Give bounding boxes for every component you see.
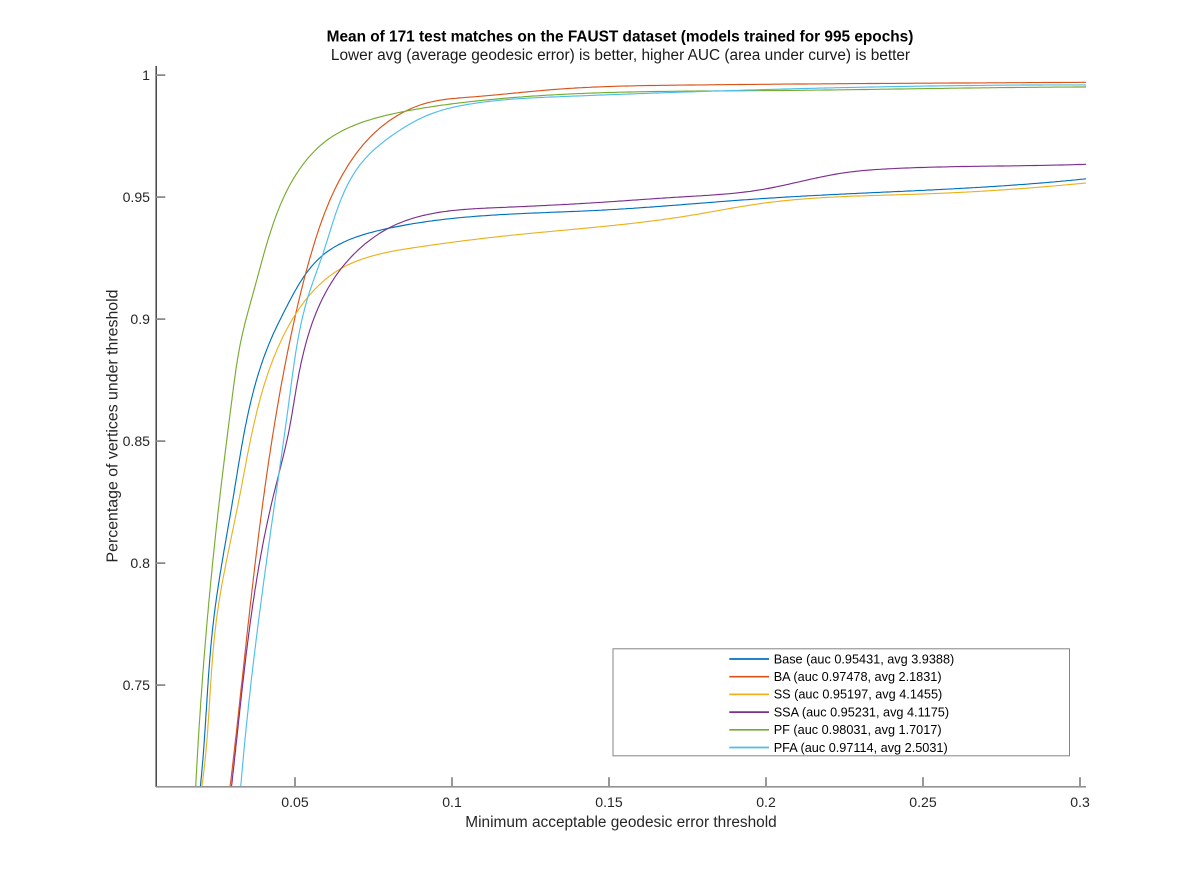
svg-text:Mean of 171 test matches on th: Mean of 171 test matches on the FAUST da… xyxy=(327,28,914,45)
svg-text:Base (auc 0.95431, avg 3.9388): Base (auc 0.95431, avg 3.9388) xyxy=(774,652,955,666)
svg-text:0.8: 0.8 xyxy=(130,555,150,571)
svg-text:BA (auc 0.97478, avg 2.1831): BA (auc 0.97478, avg 2.1831) xyxy=(774,670,942,684)
svg-text:0.3: 0.3 xyxy=(1070,794,1090,810)
svg-text:1: 1 xyxy=(142,67,150,83)
svg-text:Lower avg (average geodesic er: Lower avg (average geodesic error) is be… xyxy=(331,47,910,64)
svg-text:PF (auc 0.98031, avg 1.7017): PF (auc 0.98031, avg 1.7017) xyxy=(774,723,942,737)
svg-text:PFA (auc 0.97114, avg 2.5031): PFA (auc 0.97114, avg 2.5031) xyxy=(774,741,948,755)
svg-text:0.1: 0.1 xyxy=(442,794,462,810)
svg-text:0.15: 0.15 xyxy=(595,794,623,810)
svg-text:0.95: 0.95 xyxy=(123,189,151,205)
svg-text:0.75: 0.75 xyxy=(123,677,151,693)
svg-text:SSA (auc 0.95231, avg 4.1175): SSA (auc 0.95231, avg 4.1175) xyxy=(774,705,949,719)
svg-text:0.25: 0.25 xyxy=(909,794,937,810)
svg-text:0.05: 0.05 xyxy=(281,794,309,810)
svg-text:0.85: 0.85 xyxy=(123,433,151,449)
svg-text:Minimum acceptable geodesic er: Minimum acceptable geodesic error thresh… xyxy=(465,814,776,831)
svg-text:SS (auc 0.95197, avg 4.1455): SS (auc 0.95197, avg 4.1455) xyxy=(774,688,943,702)
svg-text:Percentage of vertices under t: Percentage of vertices under threshold xyxy=(105,290,122,563)
svg-text:0.9: 0.9 xyxy=(130,311,150,327)
svg-text:0.2: 0.2 xyxy=(756,794,776,810)
